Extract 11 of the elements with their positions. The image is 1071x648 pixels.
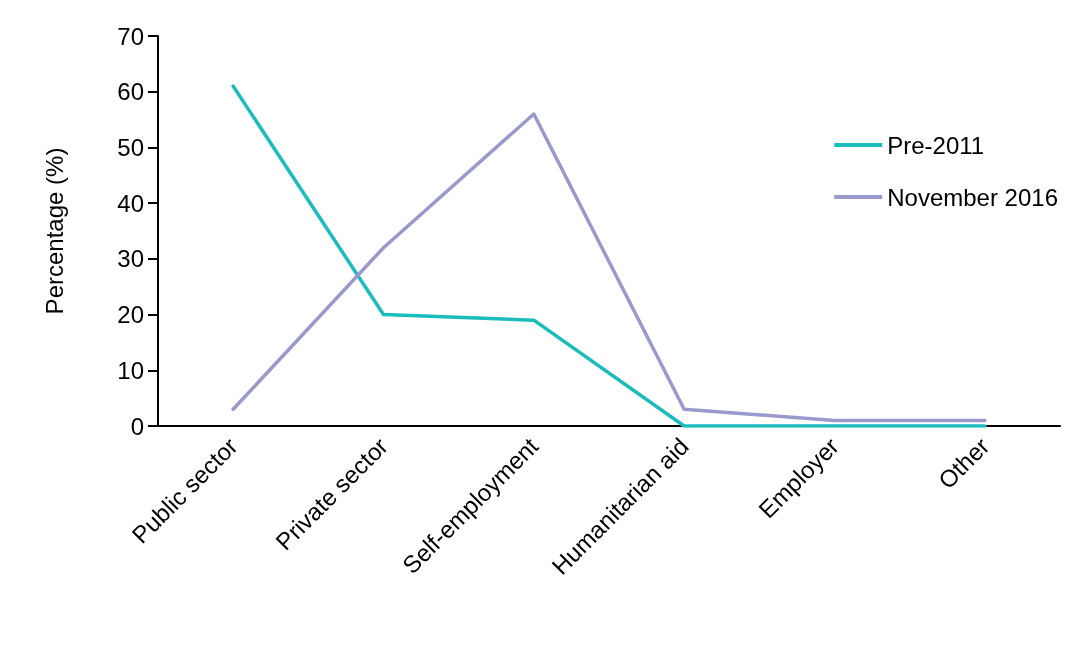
y-tick-label: 10 bbox=[117, 356, 144, 384]
y-tick-label: 70 bbox=[117, 22, 144, 50]
y-tick-label: 60 bbox=[117, 78, 144, 106]
y-axis-title: Percentage (%) bbox=[40, 147, 68, 315]
y-tick-label: 30 bbox=[117, 245, 144, 273]
legend-label: November 2016 bbox=[887, 183, 1058, 211]
y-tick-label: 0 bbox=[130, 412, 144, 440]
y-tick-label: 50 bbox=[117, 133, 144, 161]
y-tick-label: 20 bbox=[117, 301, 144, 329]
legend-label: Pre-2011 bbox=[887, 131, 985, 159]
y-tick-label: 40 bbox=[117, 189, 144, 217]
